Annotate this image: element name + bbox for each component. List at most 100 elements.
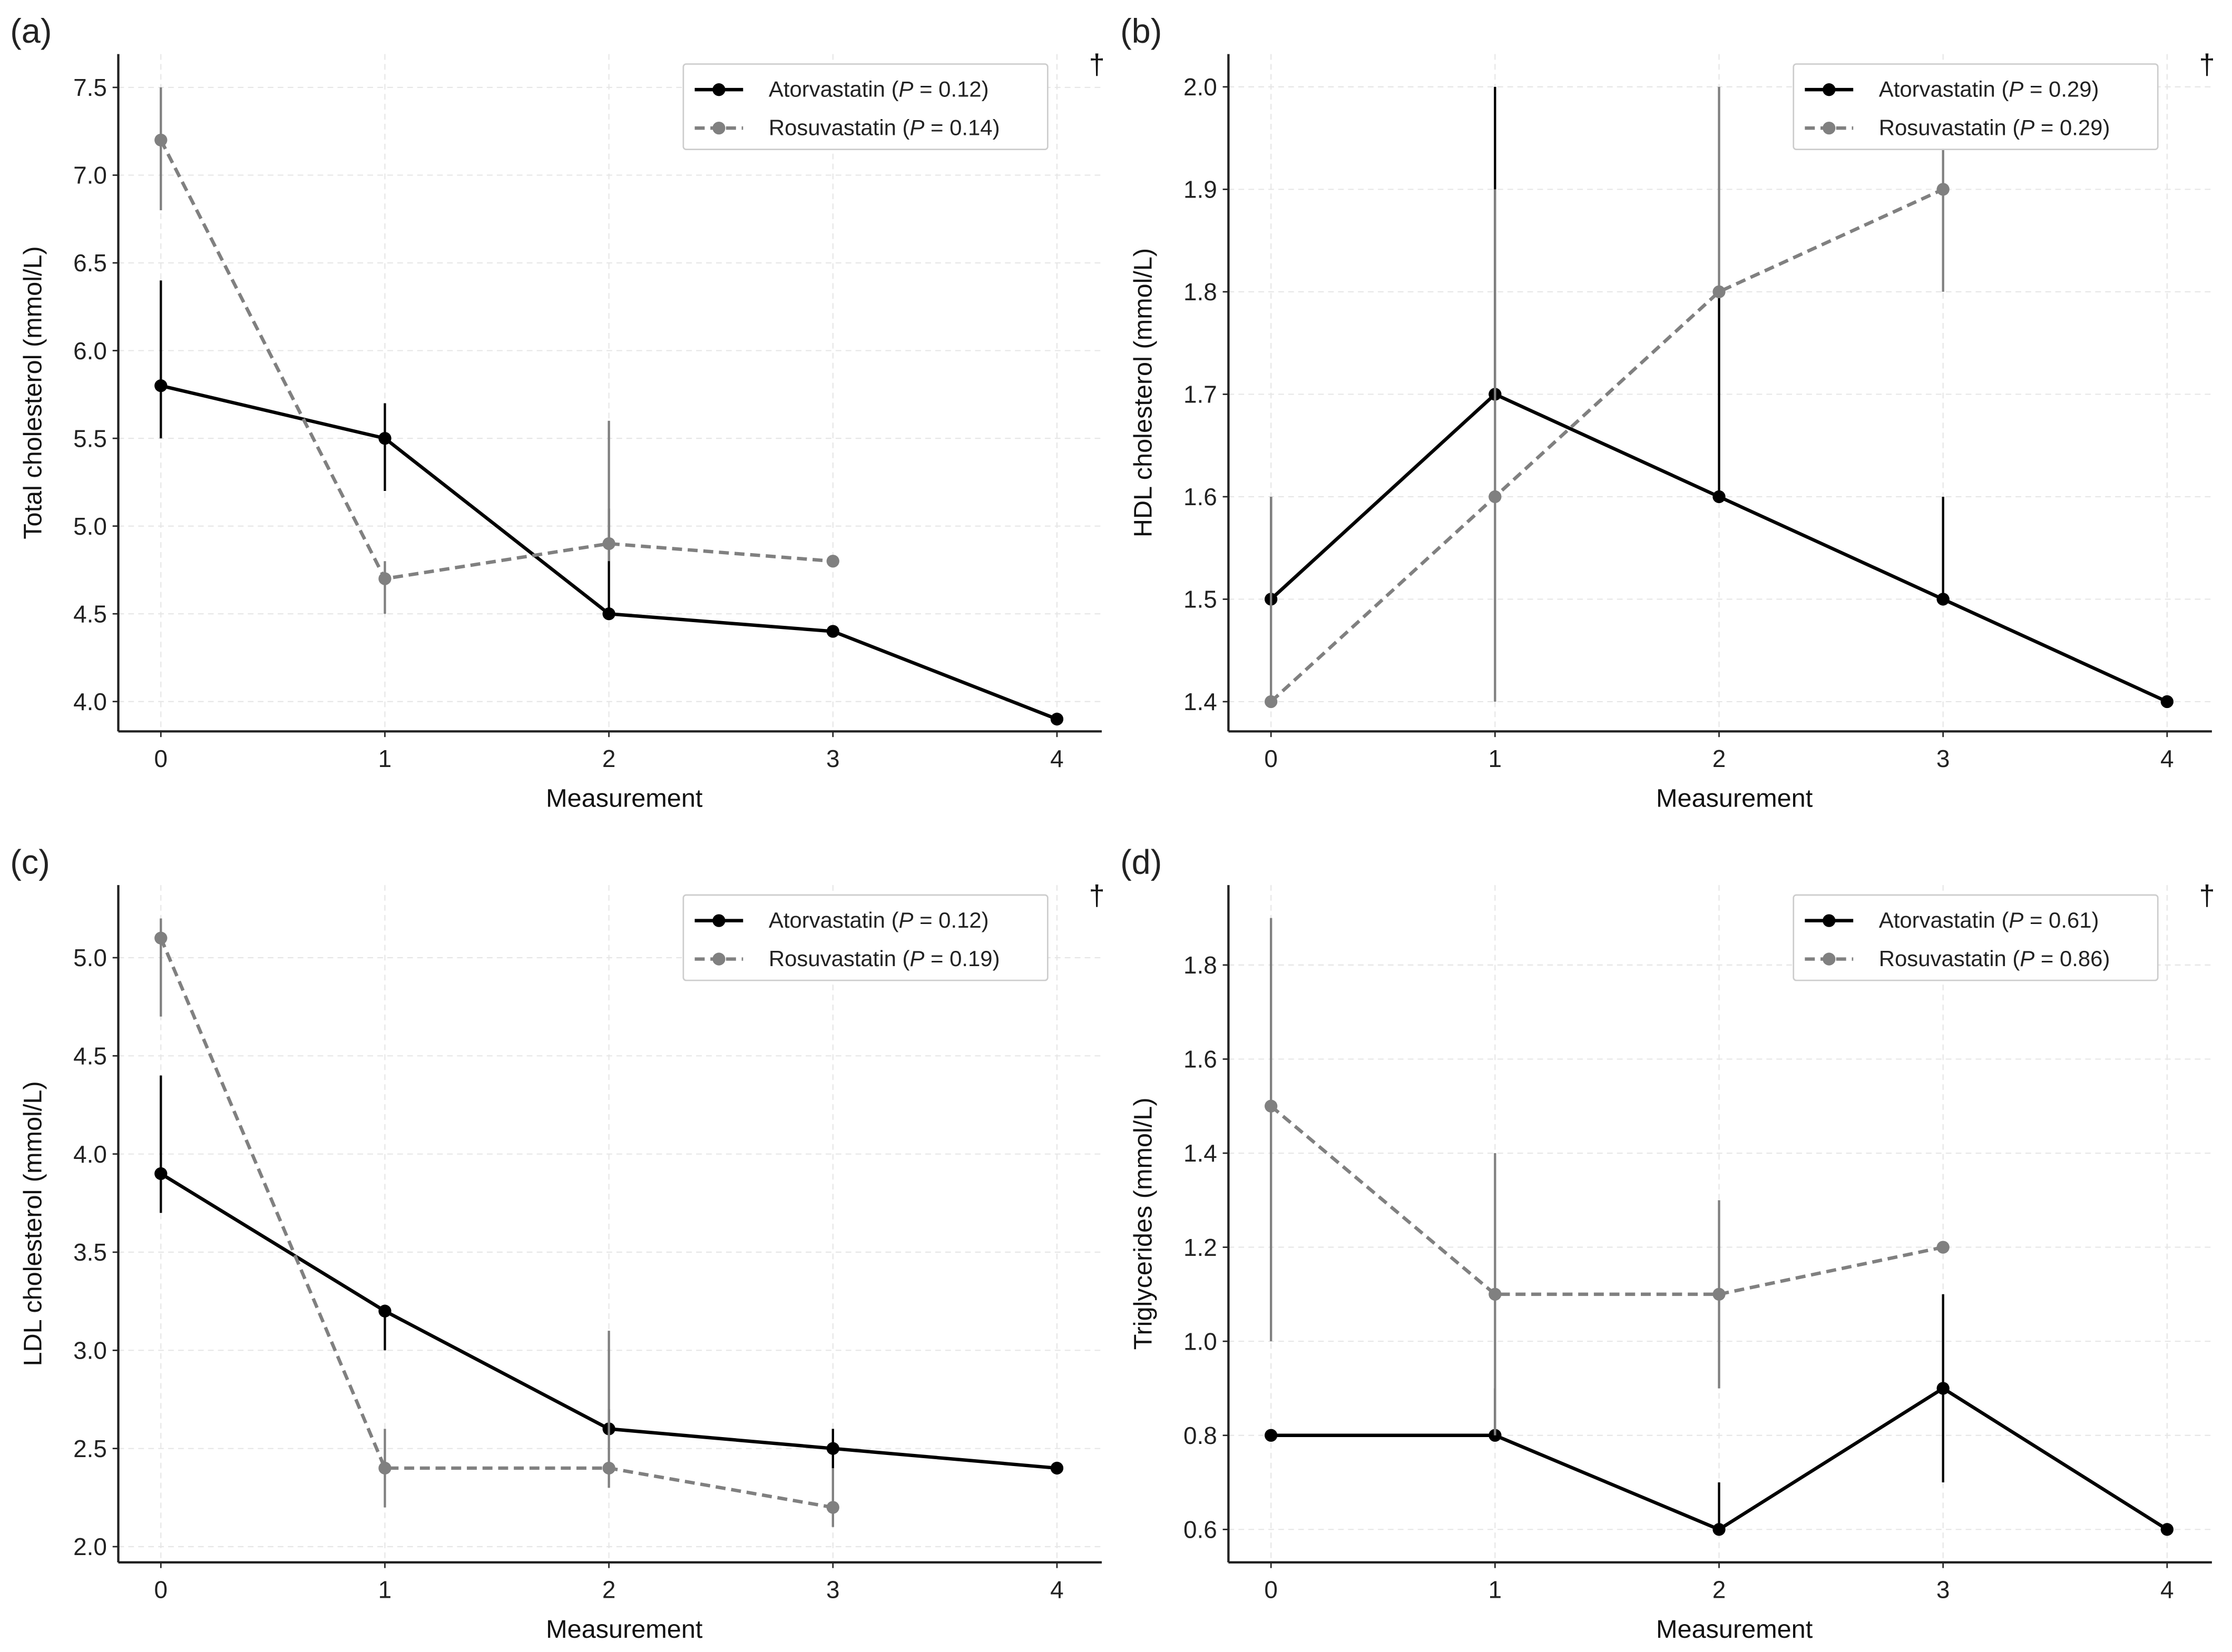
y-tick-label: 5.5 <box>73 425 107 452</box>
y-tick-label: 1.2 <box>1183 1234 1217 1261</box>
legend-paren-close: ) <box>993 946 1000 971</box>
legend-series-name: Rosuvastatin <box>1879 115 2006 140</box>
data-point <box>1936 593 1950 606</box>
legend-paren-close: ) <box>2092 908 2099 932</box>
y-tick-label: 3.5 <box>73 1238 107 1266</box>
x-axis-label: Measurement <box>546 1615 703 1644</box>
legend-p-value: 0.61 <box>2049 908 2091 932</box>
legend-label: Atorvastatin (P = 0.12) <box>769 908 989 932</box>
legend-equals: = <box>2023 77 2049 102</box>
legend-marker <box>712 83 726 96</box>
legend-item: Rosuvastatin (P = 0.86) <box>1805 946 2110 971</box>
y-tick-label: 1.4 <box>1183 688 1217 715</box>
significance-dagger: † <box>2199 880 2215 911</box>
legend-paren-open: ( <box>896 115 910 140</box>
legend-p-symbol: P <box>2009 77 2023 102</box>
x-tick-label: 0 <box>1264 745 1278 772</box>
y-tick-label: 1.6 <box>1183 483 1217 510</box>
legend-equals: = <box>913 77 938 102</box>
legend-box <box>1793 894 2159 981</box>
legend-paren-close: ) <box>2102 115 2110 140</box>
data-point <box>1712 285 1726 299</box>
legend-item: Rosuvastatin (P = 0.14) <box>694 115 1000 140</box>
legend: Atorvastatin (P = 0.61) Rosuvastatin (P =… <box>1793 894 2159 981</box>
y-axis-label: Triglycerides (mmol/L) <box>1129 1097 1158 1350</box>
y-tick-label: 1.5 <box>1183 586 1217 613</box>
y-tick-label: 4.5 <box>73 600 107 627</box>
legend-box <box>682 63 1049 150</box>
legend-equals: = <box>2023 908 2049 932</box>
x-tick-label: 4 <box>2160 745 2174 772</box>
data-point <box>1936 1382 1950 1395</box>
data-point <box>2160 1523 2174 1536</box>
legend-p-value: 0.29 <box>2060 115 2102 140</box>
legend-paren-close: ) <box>982 908 989 932</box>
legend-p-symbol: P <box>909 946 924 971</box>
legend-p-value: 0.29 <box>2049 77 2091 102</box>
series-line <box>1270 1105 1944 1296</box>
legend-equals: = <box>2034 115 2060 140</box>
legend-series-name: Atorvastatin <box>769 77 885 102</box>
series-rosuvastatin <box>154 87 839 614</box>
legend-marker <box>712 952 726 966</box>
legend-marker <box>1823 121 1836 135</box>
x-tick-label: 0 <box>1264 1576 1278 1603</box>
legend-series-name: Atorvastatin <box>769 908 885 932</box>
x-axis-label: Measurement <box>1656 1615 1813 1644</box>
data-point <box>154 133 168 147</box>
legend-series-name: Rosuvastatin <box>769 946 896 971</box>
data-point <box>1265 1099 1278 1113</box>
data-point <box>378 1461 391 1475</box>
y-tick-label: 7.0 <box>73 162 107 189</box>
data-point <box>826 555 839 568</box>
panel-d: 0 1 2 3 4 0.6 0.8 1.0 1.2 1.4 1.6 1.8 Measurement Tri… <box>1120 842 2215 1644</box>
data-point <box>602 537 615 550</box>
legend-marker <box>712 914 726 927</box>
legend-paren-open: ( <box>2006 946 2020 971</box>
legend-paren-open: ( <box>2006 115 2020 140</box>
y-tick-label: 2.0 <box>1183 73 1217 101</box>
legend-paren-open: ( <box>885 908 899 932</box>
legend-p-symbol: P <box>899 77 914 102</box>
y-tick-label: 1.9 <box>1183 176 1217 203</box>
series-rosuvastatin <box>1265 918 1950 1435</box>
legend-equals: = <box>924 115 949 140</box>
legend-item: Atorvastatin (P = 0.12) <box>694 908 989 932</box>
data-point <box>1712 1523 1726 1536</box>
x-tick-label: 2 <box>602 1576 616 1603</box>
legend-item: Rosuvastatin (P = 0.19) <box>694 946 1000 971</box>
legend-series-name: Rosuvastatin <box>1879 946 2006 971</box>
y-tick-label: 1.0 <box>1183 1328 1217 1355</box>
y-tick-label: 1.8 <box>1183 951 1217 979</box>
legend-paren-open: ( <box>1995 77 2009 102</box>
legend-paren-close: ) <box>2092 77 2099 102</box>
legend-marker <box>1823 83 1836 96</box>
legend-p-value: 0.12 <box>938 77 981 102</box>
legend-p-value: 0.12 <box>938 908 981 932</box>
legend-item: Atorvastatin (P = 0.12) <box>694 77 989 102</box>
series-line <box>159 937 834 1509</box>
data-point <box>1936 1241 1950 1254</box>
panel-a: 0 1 2 3 4 4.0 4.5 5.0 5.5 6.0 6.5 7.0 7.5 Measurement… <box>10 12 1104 813</box>
panel-label: (b) <box>1120 12 1162 50</box>
y-axis-label: Total cholesterol (mmol/L) <box>19 246 47 539</box>
data-point <box>1265 1429 1278 1442</box>
y-tick-label: 5.0 <box>73 513 107 540</box>
y-tick-label: 4.0 <box>73 1140 107 1168</box>
legend-series-name: Atorvastatin <box>1879 77 1995 102</box>
y-tick-label: 5.0 <box>73 944 107 971</box>
x-tick-label: 1 <box>1489 745 1502 772</box>
data-point <box>1712 1287 1726 1301</box>
legend-paren-open: ( <box>896 946 910 971</box>
y-tick-label: 6.0 <box>73 337 107 365</box>
data-point <box>154 379 168 392</box>
data-point <box>826 625 839 638</box>
significance-dagger: † <box>2199 48 2215 80</box>
x-tick-label: 3 <box>826 1576 840 1603</box>
legend-p-value: 0.19 <box>949 946 992 971</box>
legend-label: Rosuvastatin (P = 0.19) <box>769 946 1000 971</box>
legend-item: Atorvastatin (P = 0.61) <box>1805 908 2099 932</box>
x-tick-label: 4 <box>1050 1576 1064 1603</box>
data-point <box>1936 183 1950 196</box>
